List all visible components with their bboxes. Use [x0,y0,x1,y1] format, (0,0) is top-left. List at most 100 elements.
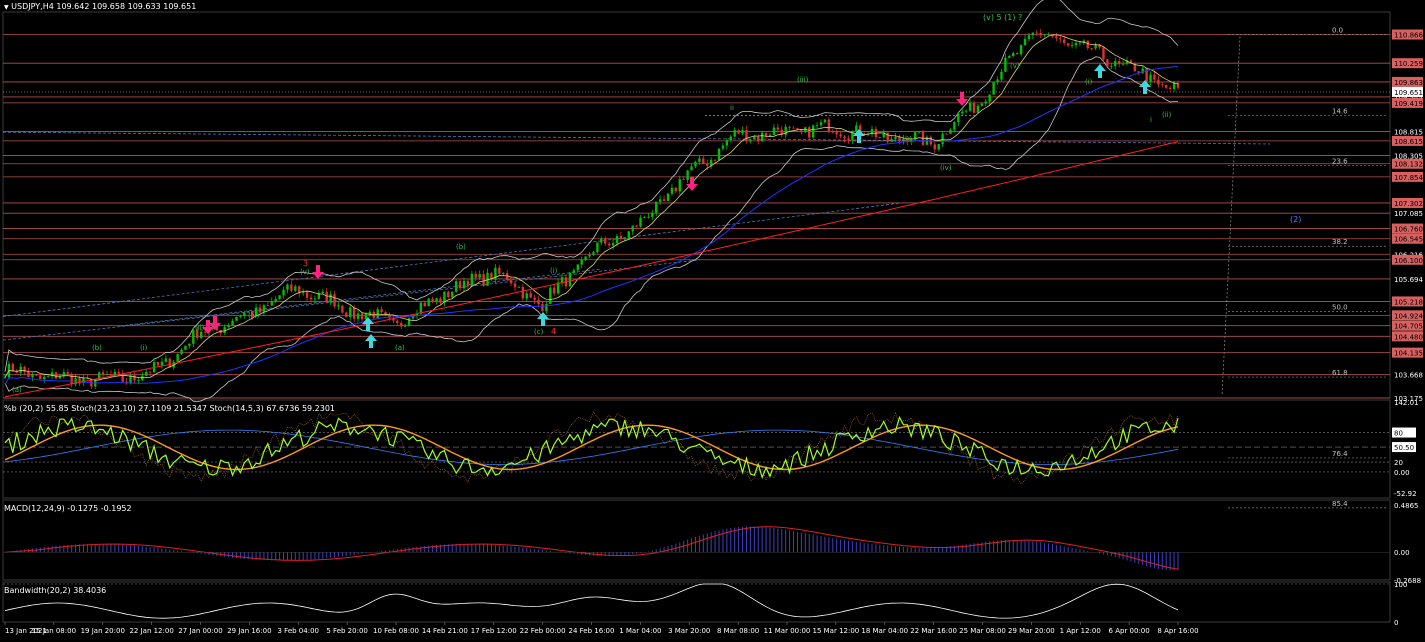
candle-body [635,225,638,227]
candle-body [690,166,693,171]
wave-label: iv [905,134,911,142]
candle-body [1106,59,1109,67]
candle-body [666,193,670,201]
wave-label: (b) [456,243,466,251]
candle-body [855,125,858,132]
fib-level-label: 38.2 [1332,238,1348,246]
price-tag-box [1392,233,1423,244]
ma-200-line [4,141,1179,398]
candle-body [490,272,493,280]
candle-body [1153,74,1156,80]
time-axis-label: 14 Feb 21:00 [422,627,468,635]
candle-body [553,287,556,294]
candle-body [243,312,246,317]
candle-body [474,273,477,278]
candle-body [1168,87,1172,89]
candle-body [694,161,697,167]
price-tag-label: 106.545 [1394,236,1423,244]
time-axis-label: 24 Feb 16:00 [569,627,615,635]
candle-body [3,377,7,379]
stoch-pctb-line [4,411,1179,485]
time-axis-label: 13 Jan 2021 [5,627,47,635]
candle-body [674,187,678,192]
candle-body [66,372,69,374]
candle-body [400,323,403,327]
wave-label: (iv) [940,164,952,172]
candle-body [250,311,254,317]
time-axis-label: 27 Jan 00:00 [178,627,222,635]
price-tag-label: 109.863 [1394,79,1423,87]
candle-body [1047,34,1050,36]
price-tag-label: 107.854 [1394,174,1423,182]
candle-body [580,259,583,265]
price-tag-box [1392,158,1423,169]
candle-body [419,302,423,314]
price-axis-label: 103.175 [1394,395,1423,403]
candle-body [619,235,623,239]
candle-body [1102,47,1105,60]
candle-body [1023,38,1027,45]
symbol-dropdown-icon[interactable]: ▼ [4,4,9,11]
candle-body [549,287,552,304]
wave-label-2: (2) [1290,215,1301,224]
candle-body [274,298,277,302]
pane-frame [2,11,1391,399]
wave-label-3: 3 [303,259,308,268]
candle-body [1086,40,1089,48]
candle-body [360,313,364,320]
candle-body [698,158,701,162]
candle-body [604,238,607,244]
candle-body [706,163,709,166]
candle-body [458,281,462,289]
price-tag-box [1392,135,1423,146]
candle-body [188,343,191,346]
candle-body [15,371,18,373]
arrow-up-icon [1139,80,1151,94]
candle-body [1031,32,1035,36]
wave-label: (c) [534,328,544,336]
time-axis-label: 8 Mar 08:00 [717,627,759,635]
candle-body [462,280,466,289]
candle-body [1074,43,1078,46]
time-axis-label: 22 Feb 00:00 [520,627,566,635]
candle-body [788,126,791,128]
candle-body [31,373,34,378]
candle-body [1176,83,1180,88]
wave-label: (i) [550,267,558,275]
wave-label: i [1150,116,1152,124]
candle-body [611,242,615,246]
candle-body [588,254,591,257]
candle-body [678,179,681,192]
candle-body [54,372,58,379]
candle-body [890,138,893,142]
candle-body [541,304,544,311]
price-axis-label: 108.305 [1394,153,1423,161]
candle-body [133,375,136,381]
candle-body [27,371,30,378]
candle-body [957,113,960,123]
candle-body [349,307,352,318]
price-tag-label: 110.259 [1394,60,1423,68]
candle-body [847,138,850,140]
arrow-up-icon [362,317,374,331]
candle-body [219,330,222,334]
candle-body [639,217,642,227]
candle-body [1027,35,1031,39]
candle-body [1090,47,1093,49]
candle-body [741,129,744,134]
wave-label: (a) [12,386,22,394]
candle-body [192,329,195,344]
wave-label-4: 4 [551,327,556,336]
candle-body [58,376,62,379]
price-tag-box [1392,347,1423,358]
candle-body [1141,68,1144,73]
pane-frame [2,499,1391,581]
candle-body [396,320,399,324]
candle-body [482,274,485,286]
candle-body [1125,60,1129,64]
time-axis-label: 6 Apr 00:00 [1109,627,1150,635]
candle-body [776,127,780,130]
candle-body [1015,53,1019,55]
